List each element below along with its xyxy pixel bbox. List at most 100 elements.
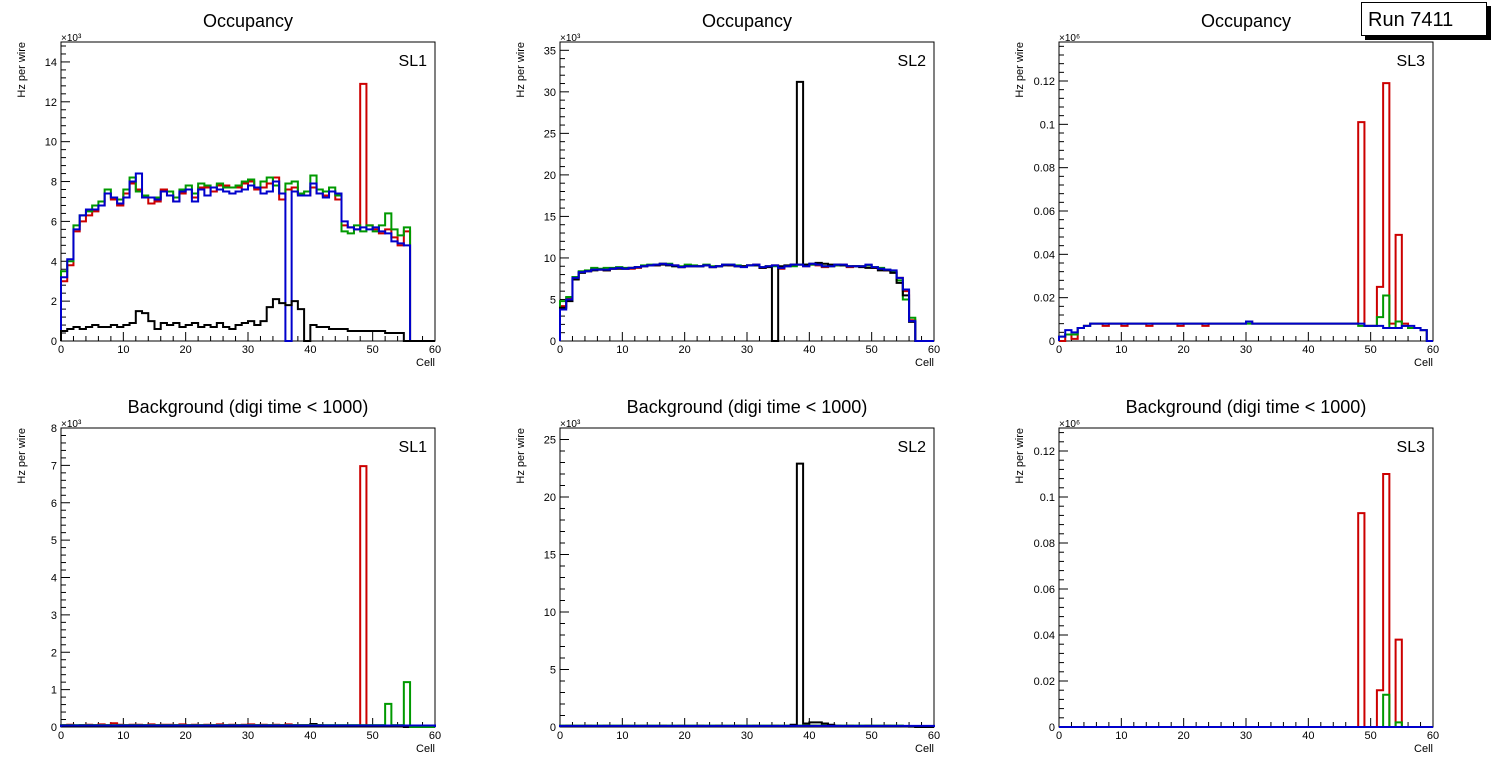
y-axis-label: Hz per wire <box>515 42 527 98</box>
histogram-series-black <box>60 298 435 342</box>
x-axis-label: Cell <box>1414 357 1433 369</box>
x-axis-label: Cell <box>915 743 934 755</box>
x-tick-label: 10 <box>616 730 628 742</box>
histogram-panel-2: Occupancy SL2 ×10³ Cell Hz per wire 0 10 20 30 40… <box>515 11 940 369</box>
x-tick-label: 40 <box>803 730 815 742</box>
y-axis-label: Hz per wire <box>1014 42 1026 98</box>
y-tick-label: 0.06 <box>1034 206 1055 218</box>
chart-title: Occupancy <box>1201 11 1291 31</box>
plot-frame <box>559 427 935 728</box>
y-tick-label: 0.08 <box>1034 538 1055 550</box>
histogram-series-blue <box>559 724 935 727</box>
x-tick-label: 10 <box>117 344 129 356</box>
y-tick-label: 0.02 <box>1034 676 1055 688</box>
x-tick-label: 60 <box>429 730 441 742</box>
chart-title: Background (digi time < 1000) <box>1126 397 1367 417</box>
histogram-series-blue <box>60 172 435 342</box>
x-tick-label: 20 <box>180 730 192 742</box>
x-tick-label: 60 <box>928 344 940 356</box>
y-tick-label: 0 <box>51 722 57 734</box>
y-axis-exponent: ×10³ <box>61 419 82 430</box>
y-tick-label: 20 <box>544 170 556 182</box>
superlayer-label: SL3 <box>1397 53 1426 70</box>
chart-title: Occupancy <box>203 11 293 31</box>
x-tick-label: 40 <box>803 344 815 356</box>
y-axis-label: Hz per wire <box>515 428 527 484</box>
y-tick-label: 15 <box>544 550 556 562</box>
x-tick-label: 60 <box>928 730 940 742</box>
y-tick-label: 14 <box>45 57 57 69</box>
histogram-series-red <box>60 465 435 728</box>
y-tick-label: 2 <box>51 647 57 659</box>
histogram-series-red <box>1059 473 1433 728</box>
histogram-series-black <box>559 462 934 728</box>
x-tick-label: 30 <box>741 730 753 742</box>
y-tick-label: 20 <box>544 492 556 504</box>
x-tick-label: 50 <box>866 344 878 356</box>
run-label-box: Run 7411 <box>1361 2 1487 36</box>
run-label: Run 7411 <box>1368 9 1454 31</box>
x-tick-label: 60 <box>1427 344 1439 356</box>
y-tick-label: 4 <box>51 573 57 585</box>
y-tick-label: 0.08 <box>1034 163 1055 175</box>
y-tick-label: 10 <box>45 137 57 149</box>
histogram-series-black <box>559 80 934 342</box>
y-tick-label: 0 <box>1049 722 1055 734</box>
x-tick-label: 20 <box>180 344 192 356</box>
y-tick-label: 30 <box>544 87 556 99</box>
y-tick-label: 3 <box>51 610 57 622</box>
x-tick-label: 40 <box>304 730 316 742</box>
chart-title: Occupancy <box>702 11 792 31</box>
x-tick-label: 20 <box>679 344 691 356</box>
x-tick-label: 30 <box>1240 730 1252 742</box>
x-tick-label: 0 <box>1056 730 1062 742</box>
x-tick-label: 20 <box>1178 730 1190 742</box>
y-tick-label: 0.02 <box>1034 293 1055 305</box>
x-tick-label: 50 <box>1365 730 1377 742</box>
plot-frame <box>1058 427 1434 728</box>
y-tick-label: 5 <box>51 535 57 547</box>
y-axis-exponent: ×10³ <box>560 419 581 430</box>
y-tick-label: 25 <box>544 128 556 140</box>
x-tick-label: 50 <box>1365 344 1377 356</box>
x-tick-label: 60 <box>1427 730 1439 742</box>
x-tick-label: 0 <box>58 344 64 356</box>
histogram-panel-4: Background (digi time < 1000) SL1 ×10³ Cell… <box>16 397 441 755</box>
y-tick-label: 0 <box>550 336 556 348</box>
y-tick-label: 12 <box>45 97 57 109</box>
y-tick-label: 5 <box>550 665 556 677</box>
x-axis-label: Cell <box>915 357 934 369</box>
histogram-panel-5: Background (digi time < 1000) SL2 ×10³ Cell… <box>515 397 940 755</box>
y-tick-label: 0 <box>550 722 556 734</box>
y-axis-label: Hz per wire <box>16 42 28 98</box>
histogram-panel-6: Background (digi time < 1000) SL3 ×10⁶ Cell… <box>1014 397 1439 755</box>
y-tick-label: 0.12 <box>1034 76 1055 88</box>
x-tick-label: 50 <box>367 730 379 742</box>
superlayer-label: SL3 <box>1397 439 1426 456</box>
histogram-series-blue <box>1058 320 1433 342</box>
superlayer-label: SL1 <box>399 439 428 456</box>
x-tick-label: 20 <box>679 730 691 742</box>
x-tick-label: 30 <box>242 344 254 356</box>
x-tick-label: 30 <box>1240 344 1252 356</box>
y-tick-label: 0 <box>51 336 57 348</box>
x-tick-label: 0 <box>557 344 563 356</box>
histogram-series-blue <box>559 262 934 342</box>
y-tick-label: 0.06 <box>1034 584 1055 596</box>
y-tick-label: 1 <box>51 685 57 697</box>
y-axis-exponent: ×10⁶ <box>1059 419 1080 430</box>
superlayer-label: SL1 <box>399 53 428 70</box>
y-tick-label: 5 <box>550 294 556 306</box>
superlayer-label: SL2 <box>898 439 927 456</box>
x-tick-label: 0 <box>58 730 64 742</box>
y-tick-label: 0.04 <box>1034 630 1055 642</box>
y-tick-label: 0.1 <box>1040 492 1055 504</box>
x-tick-label: 50 <box>367 344 379 356</box>
y-tick-label: 10 <box>544 607 556 619</box>
x-axis-label: Cell <box>416 357 435 369</box>
y-tick-label: 6 <box>51 498 57 510</box>
y-tick-label: 35 <box>544 45 556 57</box>
y-tick-label: 10 <box>544 253 556 265</box>
